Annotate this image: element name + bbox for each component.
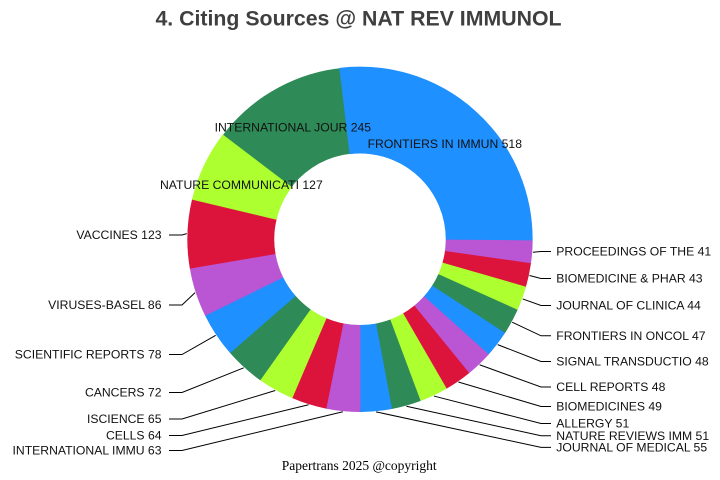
svg-text:CELL REPORTS 48: CELL REPORTS 48 [556,380,665,394]
svg-text:INTERNATIONAL JOUR 245: INTERNATIONAL JOUR 245 [215,120,372,134]
svg-text:FRONTIERS IN IMMUN 518: FRONTIERS IN IMMUN 518 [368,137,523,151]
svg-text:4. Citing Sources @ NAT REV IM: 4. Citing Sources @ NAT REV IMMUNOL [155,7,561,31]
svg-text:VACCINES 123: VACCINES 123 [76,228,161,242]
svg-text:NATURE REVIEWS IMM 51: NATURE REVIEWS IMM 51 [556,429,709,443]
svg-text:CELLS 64: CELLS 64 [106,429,162,443]
svg-text:ALLERGY 51: ALLERGY 51 [556,417,629,431]
svg-text:NATURE COMMUNICATI 127: NATURE COMMUNICATI 127 [160,178,323,192]
svg-text:INTERNATIONAL IMMU 63: INTERNATIONAL IMMU 63 [13,444,162,458]
svg-text:BIOMEDICINE & PHAR 43: BIOMEDICINE & PHAR 43 [556,272,703,286]
svg-text:SIGNAL TRANSDUCTIO 48: SIGNAL TRANSDUCTIO 48 [556,355,709,369]
svg-text:CANCERS 72: CANCERS 72 [85,386,162,400]
svg-text:PROCEEDINGS OF THE 41: PROCEEDINGS OF THE 41 [556,245,711,259]
svg-text:FRONTIERS IN ONCOL 47: FRONTIERS IN ONCOL 47 [556,329,705,343]
svg-text:VIRUSES-BASEL 86: VIRUSES-BASEL 86 [48,298,162,312]
svg-text:SCIENTIFIC REPORTS 78: SCIENTIFIC REPORTS 78 [15,348,162,362]
svg-text:ISCIENCE 65: ISCIENCE 65 [87,412,162,426]
svg-text:BIOMEDICINES 49: BIOMEDICINES 49 [556,400,662,414]
svg-text:JOURNAL OF CLINICA 44: JOURNAL OF CLINICA 44 [556,299,701,313]
svg-text:JOURNAL OF MEDICAL 55: JOURNAL OF MEDICAL 55 [556,441,707,455]
svg-text:Papertrans 2025 @copyright: Papertrans 2025 @copyright [282,458,437,473]
